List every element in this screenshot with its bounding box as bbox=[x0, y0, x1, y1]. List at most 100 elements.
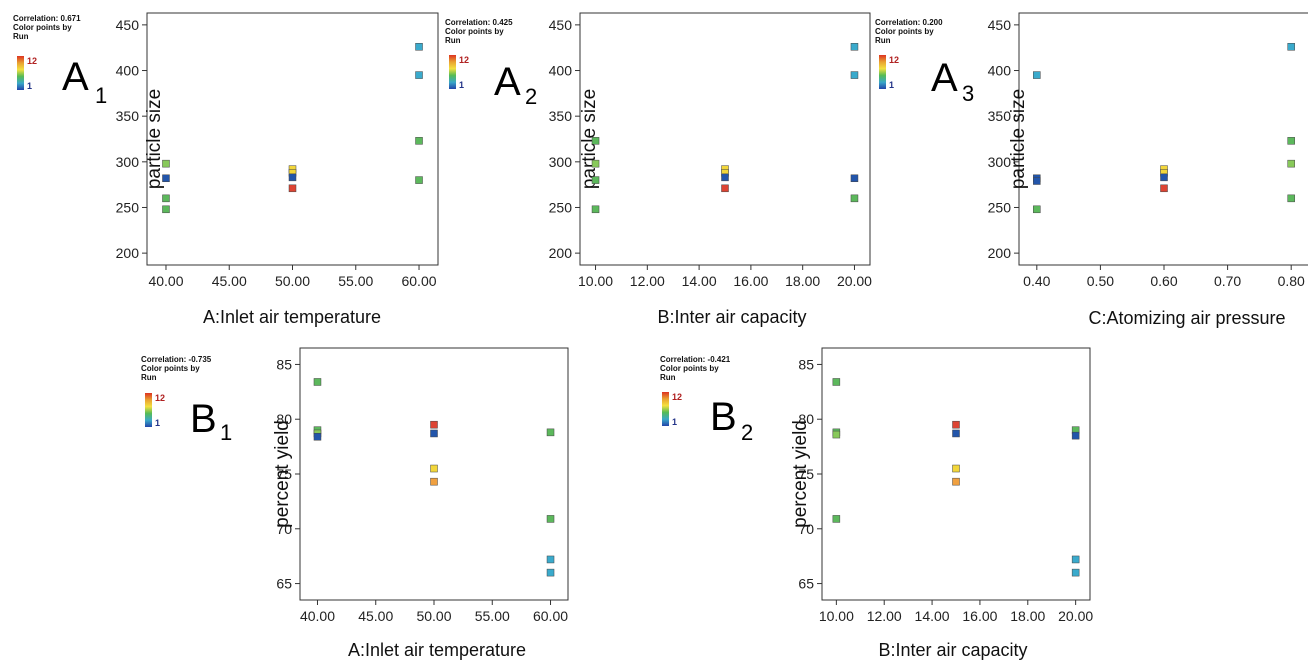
x-axis-label: A:Inlet air temperature bbox=[203, 307, 381, 327]
data-point bbox=[313, 432, 322, 441]
y-tick-label: 200 bbox=[549, 245, 573, 261]
panel-label: A bbox=[62, 55, 89, 99]
x-tick-label: 20.00 bbox=[837, 273, 872, 289]
x-tick-label: 18.00 bbox=[785, 273, 820, 289]
x-tick-label: 50.00 bbox=[416, 608, 451, 624]
data-point bbox=[1071, 555, 1080, 564]
stats-text: Run bbox=[13, 32, 29, 41]
stats-text: Correlation: 0.425 bbox=[445, 18, 513, 27]
y-tick-label: 70 bbox=[276, 521, 292, 537]
data-point bbox=[850, 194, 859, 203]
data-point bbox=[591, 205, 600, 214]
panel-label: B bbox=[710, 395, 737, 439]
x-tick-label: 60.00 bbox=[533, 608, 568, 624]
data-point bbox=[832, 378, 841, 386]
colorbar bbox=[17, 56, 24, 90]
y-tick-label: 80 bbox=[798, 411, 814, 427]
colorbar bbox=[449, 55, 456, 89]
plot-frame bbox=[821, 347, 1091, 601]
data-point bbox=[288, 184, 297, 193]
data-point bbox=[850, 43, 859, 51]
y-axis-label: percent yield bbox=[272, 420, 293, 528]
data-point bbox=[1071, 568, 1080, 577]
data-point bbox=[952, 420, 960, 429]
data-point bbox=[313, 378, 322, 386]
data-point bbox=[1033, 71, 1041, 79]
stats-text: Run bbox=[660, 373, 676, 382]
stats-text: Correlation: 0.671 bbox=[13, 14, 81, 23]
y-tick-label: 250 bbox=[988, 199, 1012, 215]
y-tick-label: 350 bbox=[549, 108, 573, 124]
stats-text: Correlation: -0.421 bbox=[660, 355, 731, 364]
x-tick-label: 55.00 bbox=[475, 608, 510, 624]
panel-label: A bbox=[931, 56, 958, 100]
colorbar-low-label: 1 bbox=[27, 81, 32, 91]
y-axis-label: percent yield bbox=[790, 420, 811, 528]
x-tick-label: 50.00 bbox=[275, 273, 310, 289]
scatter-plot-b2: 10.00 12.00 14.00 16.00 18.00 20.00 65 70 75 80 85… bbox=[660, 347, 1093, 660]
data-point bbox=[952, 464, 960, 473]
x-tick-label: 20.00 bbox=[1058, 608, 1093, 624]
x-tick-label: 45.00 bbox=[358, 608, 393, 624]
x-axis-label: A:Inlet air temperature bbox=[348, 640, 526, 660]
data-point bbox=[546, 568, 555, 577]
y-tick-label: 300 bbox=[116, 154, 140, 170]
x-tick-label: 0.80 bbox=[1278, 273, 1305, 289]
colorbar-low-label: 1 bbox=[155, 418, 160, 428]
colorbar-low-label: 1 bbox=[672, 417, 677, 427]
colorbar bbox=[662, 392, 669, 426]
data-point bbox=[1287, 159, 1295, 168]
data-point bbox=[952, 429, 960, 438]
plot-frame bbox=[579, 12, 871, 266]
x-tick-label: 10.00 bbox=[578, 273, 613, 289]
data-point bbox=[1287, 43, 1295, 51]
colorbar bbox=[145, 393, 152, 427]
y-tick-label: 450 bbox=[116, 17, 140, 33]
y-tick-label: 250 bbox=[549, 199, 573, 215]
y-tick-label: 85 bbox=[276, 356, 292, 372]
data-point bbox=[162, 205, 170, 214]
panel-label: A bbox=[494, 60, 521, 104]
data-point bbox=[850, 71, 859, 79]
y-tick-label: 250 bbox=[116, 199, 140, 215]
panel-subscript: 3 bbox=[962, 81, 974, 106]
x-tick-label: 40.00 bbox=[148, 273, 183, 289]
x-tick-label: 0.60 bbox=[1150, 273, 1177, 289]
scatter-plot-a1: 40.00 45.00 50.00 55.00 60.00 200 250 300 350 400… bbox=[13, 12, 439, 327]
y-tick-label: 300 bbox=[988, 154, 1012, 170]
x-tick-label: 14.00 bbox=[682, 273, 717, 289]
data-point bbox=[1160, 173, 1168, 182]
data-point bbox=[415, 43, 423, 51]
x-tick-label: 14.00 bbox=[915, 608, 950, 624]
y-tick-label: 200 bbox=[116, 245, 140, 261]
data-point bbox=[430, 464, 438, 473]
data-point bbox=[1071, 431, 1080, 440]
x-tick-label: 16.00 bbox=[733, 273, 768, 289]
panel-subscript: 1 bbox=[95, 83, 107, 108]
y-tick-label: 400 bbox=[549, 63, 573, 79]
x-tick-label: 0.40 bbox=[1023, 273, 1050, 289]
y-axis-label: particle size bbox=[144, 89, 165, 189]
data-point bbox=[546, 428, 555, 437]
x-tick-label: 40.00 bbox=[300, 608, 335, 624]
data-point bbox=[721, 173, 729, 182]
data-point bbox=[546, 555, 555, 564]
panel-subscript: 2 bbox=[525, 84, 537, 109]
x-tick-label: 16.00 bbox=[962, 608, 997, 624]
y-tick-label: 75 bbox=[276, 466, 292, 482]
y-tick-label: 85 bbox=[798, 356, 814, 372]
stats-text: Correlation: 0.200 bbox=[875, 18, 943, 27]
data-point bbox=[430, 477, 438, 486]
x-tick-label: 0.70 bbox=[1214, 273, 1241, 289]
colorbar-high-label: 12 bbox=[672, 392, 682, 402]
stats-text: Run bbox=[141, 373, 157, 382]
data-point bbox=[721, 184, 729, 193]
scatter-plot-b1: 40.00 45.00 50.00 55.00 60.00 65 70 75 80 85 A:Inl… bbox=[141, 347, 569, 660]
y-tick-label: 200 bbox=[988, 245, 1012, 261]
data-point bbox=[1033, 205, 1041, 214]
x-axis-label: B:Inter air capacity bbox=[657, 307, 806, 327]
data-point bbox=[162, 174, 170, 183]
x-tick-label: 45.00 bbox=[212, 273, 247, 289]
data-point bbox=[415, 137, 423, 145]
data-point bbox=[1160, 184, 1168, 193]
